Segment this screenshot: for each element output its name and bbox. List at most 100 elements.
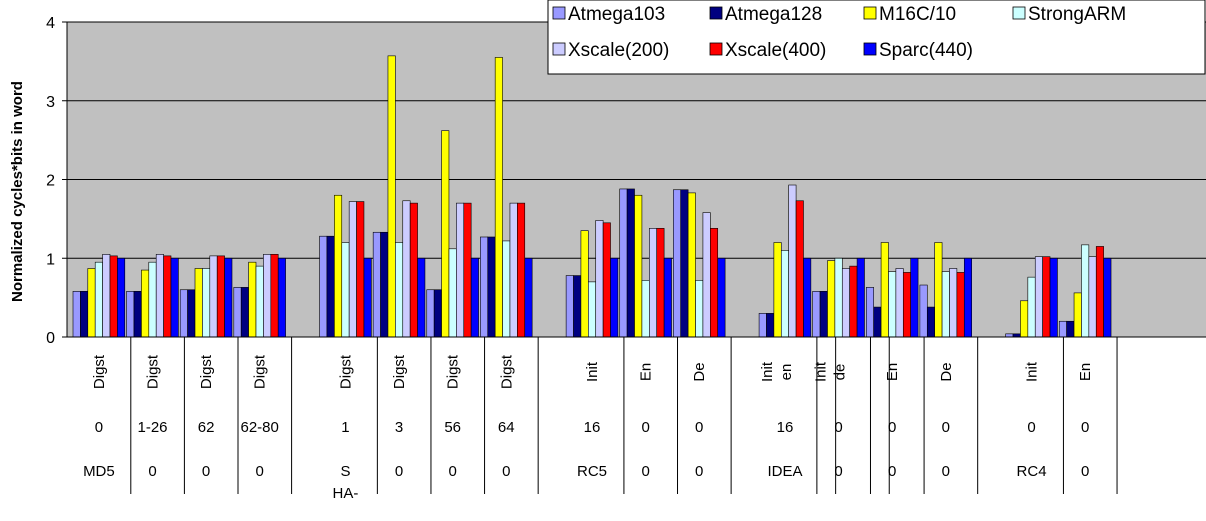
bar — [795, 200, 804, 338]
bar — [319, 235, 328, 338]
bar — [941, 271, 950, 338]
x-category-sublabel: 62-80 — [241, 419, 279, 436]
bar — [133, 291, 142, 338]
x-category-group-label: RC5 — [577, 463, 607, 480]
bar — [1049, 257, 1058, 338]
bar — [1103, 257, 1112, 338]
bar — [1081, 244, 1090, 338]
bar — [619, 188, 628, 338]
bar — [240, 287, 249, 338]
bar — [926, 306, 935, 338]
bar — [873, 306, 882, 338]
bar — [326, 235, 335, 338]
x-category-label: de — [831, 364, 848, 381]
bar — [517, 202, 526, 338]
bar — [663, 257, 672, 338]
bar — [834, 257, 843, 338]
bar — [395, 242, 404, 338]
x-category-sublabel: 0 — [1081, 419, 1089, 436]
bar — [910, 257, 919, 338]
x-category-label: Init — [759, 361, 776, 382]
bar — [224, 257, 233, 338]
x-category-label: Digst — [145, 354, 162, 389]
bar — [649, 228, 658, 338]
bar — [865, 287, 874, 338]
x-category-sublabel: 16 — [777, 419, 794, 436]
bar — [387, 55, 396, 338]
bar — [448, 248, 457, 338]
x-category-group-label: 0 — [202, 463, 210, 480]
x-category-labels: Digst 0 MD5 Digst 1-26 0 Digst 62 0 Digst 62-80 0 Di… — [83, 337, 1118, 502]
legend-label: Atmega103 — [568, 4, 665, 25]
legend-swatch — [709, 42, 723, 56]
legend: Atmega103 Atmega128 M16C/10 StrongARM Xscale… — [547, 0, 1206, 75]
x-category-group-label: 0 — [888, 463, 896, 480]
x-category-label: En — [1077, 363, 1094, 381]
legend-swatch — [709, 6, 723, 20]
bar — [595, 220, 604, 338]
x-category-group-label: 0 — [395, 463, 403, 480]
x-category-label: De — [691, 362, 708, 381]
bar — [216, 255, 225, 338]
x-category-sublabel: 0 — [95, 419, 103, 436]
bar — [758, 313, 767, 338]
bar — [919, 284, 928, 338]
bar — [356, 201, 365, 338]
bar — [1095, 246, 1104, 338]
bar — [102, 254, 111, 338]
x-category-group-label: RC4 — [1017, 463, 1047, 480]
bar — [270, 254, 279, 338]
bar — [841, 268, 850, 338]
x-category-sublabel: 56 — [444, 419, 461, 436]
x-category-label: Init — [1024, 361, 1041, 382]
x-category-label: De — [938, 362, 955, 381]
bar — [880, 242, 889, 338]
bar — [209, 255, 218, 338]
bar — [402, 200, 411, 338]
bar — [163, 255, 172, 338]
x-category-label: En — [884, 363, 901, 381]
bar — [895, 268, 904, 338]
x-category-label: Digst — [498, 354, 515, 389]
bar — [456, 202, 465, 338]
bar — [170, 257, 179, 338]
x-category-sublabel: 16 — [584, 419, 601, 436]
x-category-sublabel: 0 — [695, 419, 703, 436]
bar — [827, 260, 836, 338]
x-category-group-label: 0 — [942, 463, 950, 480]
bar — [1020, 300, 1029, 338]
bar — [610, 257, 619, 338]
y-tick-label: 0 — [46, 330, 55, 347]
bar — [580, 230, 589, 338]
legend-label: Xscale(400) — [725, 40, 826, 61]
y-tick-label: 3 — [46, 94, 55, 111]
bar — [194, 268, 203, 338]
bar — [888, 271, 897, 338]
bar — [702, 212, 711, 338]
bar — [934, 242, 943, 338]
bar — [1066, 320, 1075, 338]
bar — [109, 255, 118, 338]
x-category-group-label: 0 — [834, 463, 842, 480]
y-tick-label: 2 — [46, 173, 55, 190]
y-tick-label: 1 — [46, 251, 55, 268]
bar — [856, 257, 865, 338]
x-category-label: Digst — [445, 354, 462, 389]
legend-box — [547, 0, 1206, 75]
bar — [573, 275, 582, 338]
x-category-sublabel: 3 — [395, 419, 403, 436]
axes — [62, 21, 1206, 338]
bar — [803, 257, 812, 338]
x-category-group-label: 0 — [256, 463, 264, 480]
bar — [687, 192, 696, 338]
x-category-group-label: 0 — [1081, 463, 1089, 480]
x-category-sublabel: 0 — [1027, 419, 1035, 436]
x-category-group-label: 0 — [448, 463, 456, 480]
bar — [788, 184, 797, 338]
bar — [409, 202, 418, 338]
bar — [141, 269, 150, 338]
bar — [819, 291, 828, 338]
bars — [72, 55, 1112, 338]
bar — [680, 189, 689, 338]
bar — [773, 242, 782, 338]
